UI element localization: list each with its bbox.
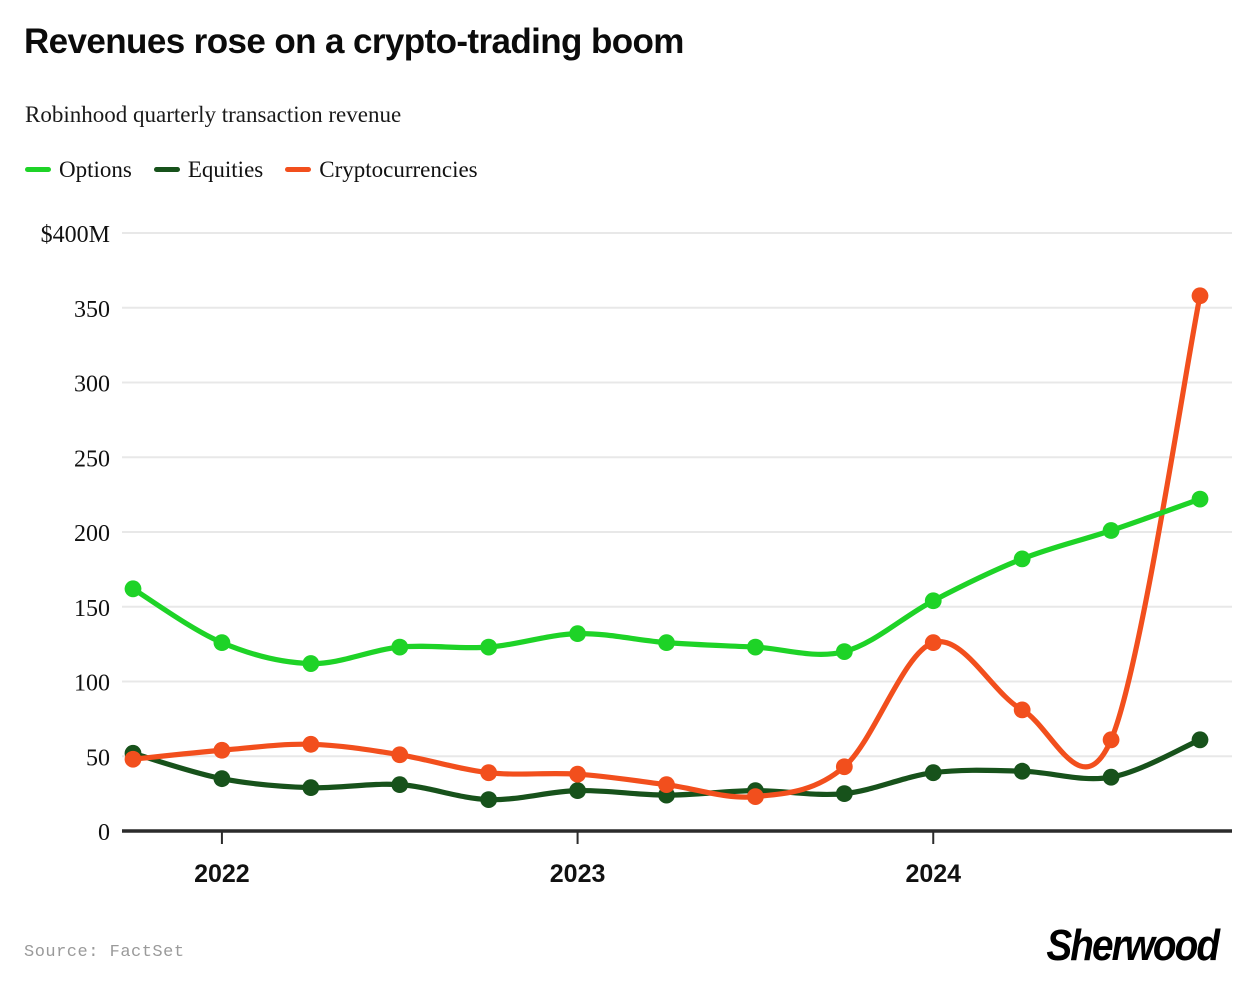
legend-label-options: Options (59, 157, 132, 182)
data-point[interactable] (658, 776, 675, 794)
data-point[interactable] (658, 634, 675, 652)
y-axis-tick-label: 350 (74, 297, 110, 323)
data-point[interactable] (302, 779, 320, 797)
chart-subtitle: Robinhood quarterly transaction revenue (25, 102, 402, 127)
data-point[interactable] (1013, 701, 1031, 719)
data-point[interactable] (480, 638, 498, 656)
line-chart: 0 50 100 150 200 250 300 350 $400M 2022 2023 2024 (0, 200, 1240, 900)
legend-swatch-equities (153, 167, 180, 172)
data-point[interactable] (1013, 762, 1031, 780)
data-point[interactable] (1191, 731, 1209, 749)
data-point[interactable] (391, 776, 409, 794)
y-axis-tick-label: $400M (41, 222, 110, 248)
series-equities (124, 731, 1209, 809)
data-point[interactable] (302, 735, 320, 753)
data-point[interactable] (569, 765, 586, 783)
brand-logo: Sherwood (1046, 921, 1220, 970)
data-point[interactable] (391, 638, 409, 656)
page-title: Revenues rose on a crypto-trading boom (24, 22, 684, 61)
legend-label-cryptocurrencies: Cryptocurrencies (319, 157, 478, 182)
source-note: Source: FactSet (24, 943, 185, 962)
data-point[interactable] (569, 625, 586, 643)
y-axis-tick-label: 300 (74, 372, 110, 398)
y-axis-tick-label: 150 (74, 596, 110, 622)
data-point[interactable] (124, 750, 142, 768)
data-point[interactable] (1102, 731, 1120, 749)
data-point[interactable] (213, 741, 231, 759)
data-point[interactable] (1191, 490, 1209, 508)
series-cryptocurrencies (124, 287, 1209, 806)
x-axis-tick-label: 2022 (194, 860, 250, 888)
data-point[interactable] (924, 592, 942, 610)
legend-item-options[interactable]: Options (25, 158, 132, 181)
data-point[interactable] (124, 580, 142, 598)
legend-swatch-cryptocurrencies (285, 167, 312, 172)
data-point[interactable] (835, 785, 853, 803)
legend-swatch-options (25, 167, 51, 172)
x-axis-tick-label: 2023 (550, 860, 606, 888)
data-point[interactable] (835, 643, 853, 660)
y-axis-tick-label: 50 (86, 745, 110, 771)
y-axis-tick-label: 100 (74, 671, 110, 697)
data-point[interactable] (1102, 522, 1120, 539)
data-point[interactable] (480, 791, 498, 809)
x-axis-tick-label: 2024 (905, 860, 961, 888)
legend-item-cryptocurrencies[interactable]: Cryptocurrencies (285, 157, 478, 182)
data-point[interactable] (924, 764, 942, 782)
series-line (130, 293, 1203, 800)
data-point[interactable] (835, 758, 853, 776)
data-point[interactable] (1013, 550, 1031, 568)
y-axis-tick-label: 250 (74, 446, 110, 472)
legend-label-equities: Equities (187, 157, 264, 182)
data-point[interactable] (480, 764, 498, 782)
data-point[interactable] (391, 746, 409, 764)
data-point[interactable] (747, 638, 764, 656)
data-point[interactable] (747, 788, 764, 806)
legend-item-equities[interactable]: Equities (153, 157, 264, 182)
data-point[interactable] (1191, 287, 1209, 305)
data-point[interactable] (213, 634, 231, 652)
data-point[interactable] (302, 655, 320, 672)
y-axis-tick-label: 0 (98, 820, 110, 846)
data-point[interactable] (213, 770, 231, 788)
chart-legend: Options Equities Cryptocurrencies (25, 158, 478, 181)
data-point[interactable] (924, 634, 942, 652)
data-point[interactable] (569, 782, 586, 800)
series-options (124, 490, 1209, 672)
data-point[interactable] (1102, 768, 1120, 786)
chart-canvas: 0 50 100 150 200 250 300 350 $400M 2022 2023 2024 (41, 222, 1232, 888)
y-axis-tick-label: 200 (74, 521, 110, 547)
